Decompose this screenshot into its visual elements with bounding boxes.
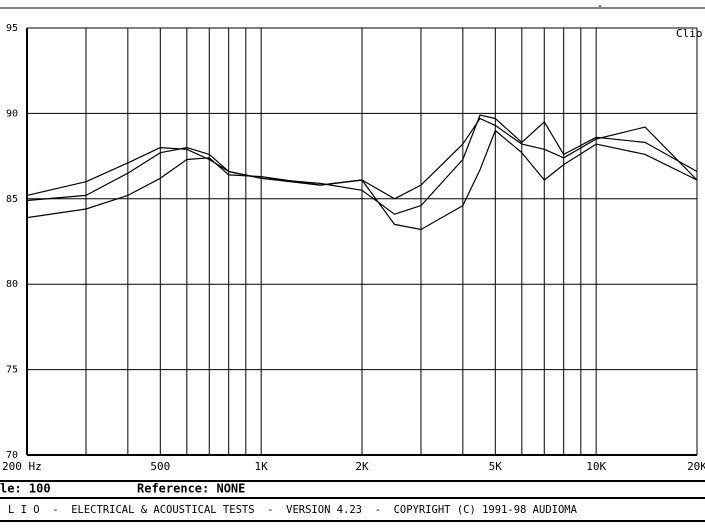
x-tick-label: 2K [355, 460, 369, 473]
response-line [26, 117, 698, 200]
y-tick-label: 70 [6, 450, 18, 461]
x-tick-label: 500 [150, 460, 170, 473]
x-tick-label: 10K [586, 460, 606, 473]
y-tick-label: 95 [6, 23, 18, 34]
x-tick-label: 20K [687, 460, 705, 473]
footer: L I O - ELECTRICAL & ACOUSTICAL TESTS - … [8, 504, 578, 516]
response-line [26, 114, 698, 215]
corner-label: Clio [676, 27, 703, 40]
y-tick-label: 85 [6, 194, 18, 205]
status-reference: Reference: NONE [137, 482, 245, 496]
y-tick-label: 80 [6, 279, 18, 290]
status-scale: le: 100 [0, 482, 51, 496]
x-tick-label: 200 Hz [2, 460, 42, 473]
x-tick-label: 1K [255, 460, 269, 473]
x-tick-label: 5K [489, 460, 503, 473]
y-tick-label: 75 [6, 365, 18, 376]
y-tick-label: 90 [6, 108, 18, 119]
response-line [26, 129, 698, 231]
